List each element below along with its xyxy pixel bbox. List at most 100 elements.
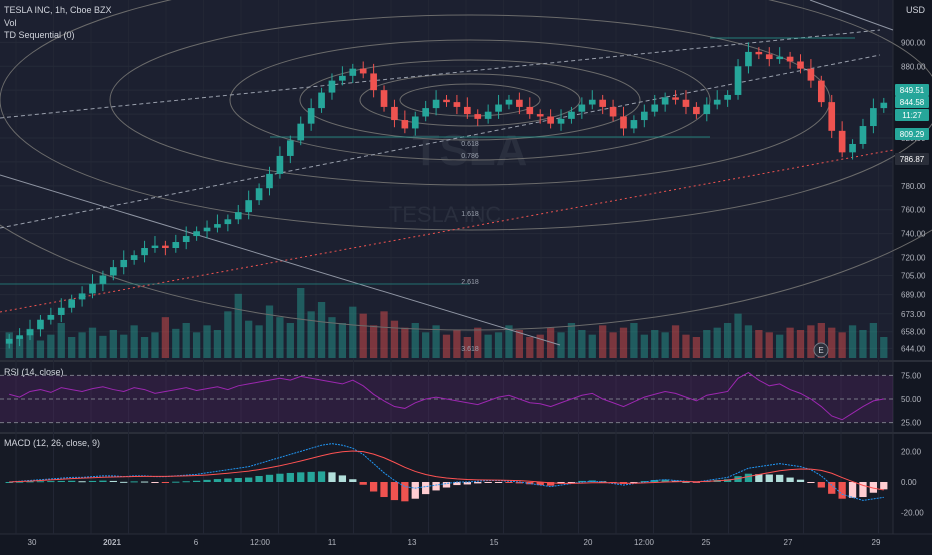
macd-histogram-bar[interactable]: [505, 482, 513, 483]
candle-body[interactable]: [578, 104, 586, 112]
candle-body[interactable]: [745, 51, 752, 67]
macd-histogram-bar[interactable]: [411, 482, 419, 499]
volume-bar[interactable]: [68, 337, 76, 358]
earnings-badge[interactable]: [813, 342, 829, 358]
volume-bar[interactable]: [380, 311, 388, 358]
macd-histogram-bar[interactable]: [265, 474, 274, 482]
volume-bar[interactable]: [786, 327, 794, 358]
volume-bar[interactable]: [297, 288, 305, 358]
volume-bar[interactable]: [484, 334, 492, 358]
macd-histogram-bar[interactable]: [494, 482, 503, 483]
volume-bar[interactable]: [578, 330, 586, 358]
macd-histogram-bar[interactable]: [474, 482, 482, 484]
volume-bar[interactable]: [151, 332, 159, 358]
volume-bar[interactable]: [734, 313, 742, 358]
volume-bar[interactable]: [140, 337, 149, 358]
candle-body[interactable]: [786, 56, 794, 62]
volume-bar[interactable]: [182, 323, 190, 358]
candle-body[interactable]: [630, 120, 638, 129]
candle-body[interactable]: [234, 212, 242, 220]
candle-body[interactable]: [620, 116, 627, 129]
candle-body[interactable]: [568, 111, 575, 119]
fib-circle[interactable]: [359, 73, 581, 127]
volume-bar[interactable]: [880, 337, 888, 358]
macd-histogram-bar[interactable]: [484, 482, 492, 483]
candle-body[interactable]: [37, 319, 44, 330]
candle-body[interactable]: [693, 106, 700, 115]
volume-bar[interactable]: [192, 332, 201, 358]
volume-bar[interactable]: [859, 330, 867, 358]
macd-histogram-bar[interactable]: [224, 478, 232, 482]
macd-histogram-bar[interactable]: [109, 480, 117, 482]
candle-body[interactable]: [224, 219, 232, 225]
macd-histogram-bar[interactable]: [57, 480, 65, 482]
candle-body[interactable]: [411, 116, 419, 129]
candle-body[interactable]: [443, 99, 450, 103]
macd-histogram-bar[interactable]: [546, 482, 555, 486]
volume-bar[interactable]: [172, 328, 180, 358]
volume-bar[interactable]: [265, 305, 274, 359]
macd-histogram-bar[interactable]: [5, 482, 13, 483]
candle-body[interactable]: [672, 97, 679, 100]
price-label-badge[interactable]: [895, 153, 929, 165]
candle-body[interactable]: [359, 68, 367, 74]
candle-body[interactable]: [776, 56, 784, 60]
candle-body[interactable]: [859, 126, 867, 144]
macd-histogram-bar[interactable]: [869, 482, 878, 493]
candle-body[interactable]: [151, 245, 159, 248]
volume-bar[interactable]: [255, 325, 263, 358]
candle-body[interactable]: [557, 118, 565, 124]
candle-body[interactable]: [838, 130, 846, 153]
candle-body[interactable]: [536, 114, 544, 117]
macd-histogram-bar[interactable]: [99, 480, 107, 482]
candle-body[interactable]: [276, 155, 284, 174]
volume-bar[interactable]: [401, 327, 409, 358]
candle-body[interactable]: [880, 102, 888, 109]
volume-bar[interactable]: [817, 323, 825, 358]
volume-bar[interactable]: [317, 302, 326, 358]
volume-bar[interactable]: [130, 325, 138, 358]
candle-body[interactable]: [349, 68, 357, 76]
volume-bar[interactable]: [640, 334, 648, 358]
candle-body[interactable]: [401, 120, 409, 129]
volume-bar[interactable]: [245, 320, 253, 358]
price-label-badge[interactable]: [895, 96, 929, 108]
volume-bar[interactable]: [692, 337, 701, 358]
candle-body[interactable]: [870, 108, 877, 127]
macd-histogram-bar[interactable]: [213, 479, 222, 482]
candle-body[interactable]: [193, 231, 200, 237]
macd-histogram-bar[interactable]: [453, 482, 461, 486]
candle-body[interactable]: [245, 200, 253, 213]
volume-bar[interactable]: [630, 323, 638, 358]
macd-histogram-bar[interactable]: [536, 482, 544, 486]
macd-histogram-bar[interactable]: [297, 472, 305, 482]
volume-bar[interactable]: [494, 332, 503, 358]
candle-body[interactable]: [47, 314, 55, 320]
candle-body[interactable]: [5, 338, 13, 344]
candle-body[interactable]: [141, 248, 148, 256]
volume-bar[interactable]: [869, 323, 878, 358]
volume-bar[interactable]: [671, 325, 680, 358]
candle-body[interactable]: [68, 299, 76, 308]
macd-histogram-bar[interactable]: [786, 477, 794, 482]
candle-body[interactable]: [120, 259, 128, 268]
macd-histogram-bar[interactable]: [245, 477, 253, 482]
candle-body[interactable]: [307, 108, 315, 124]
volume-bar[interactable]: [234, 293, 242, 358]
volume-bar[interactable]: [536, 334, 544, 358]
candle-body[interactable]: [713, 99, 721, 105]
macd-histogram-bar[interactable]: [182, 481, 190, 483]
volume-bar[interactable]: [755, 330, 763, 358]
candle-body[interactable]: [526, 106, 534, 115]
price-label-badge[interactable]: [895, 84, 929, 96]
volume-bar[interactable]: [588, 334, 596, 358]
volume-bar[interactable]: [78, 332, 86, 358]
volume-bar[interactable]: [619, 327, 628, 358]
macd-histogram-bar[interactable]: [859, 482, 867, 498]
macd-histogram-bar[interactable]: [349, 479, 357, 482]
volume-bar[interactable]: [422, 332, 430, 358]
volume-bar[interactable]: [463, 337, 471, 358]
candle-body[interactable]: [380, 90, 388, 107]
candle-body[interactable]: [755, 51, 763, 55]
symbol-title[interactable]: TESLA INC, 1h, Cboe BZX: [4, 5, 112, 15]
